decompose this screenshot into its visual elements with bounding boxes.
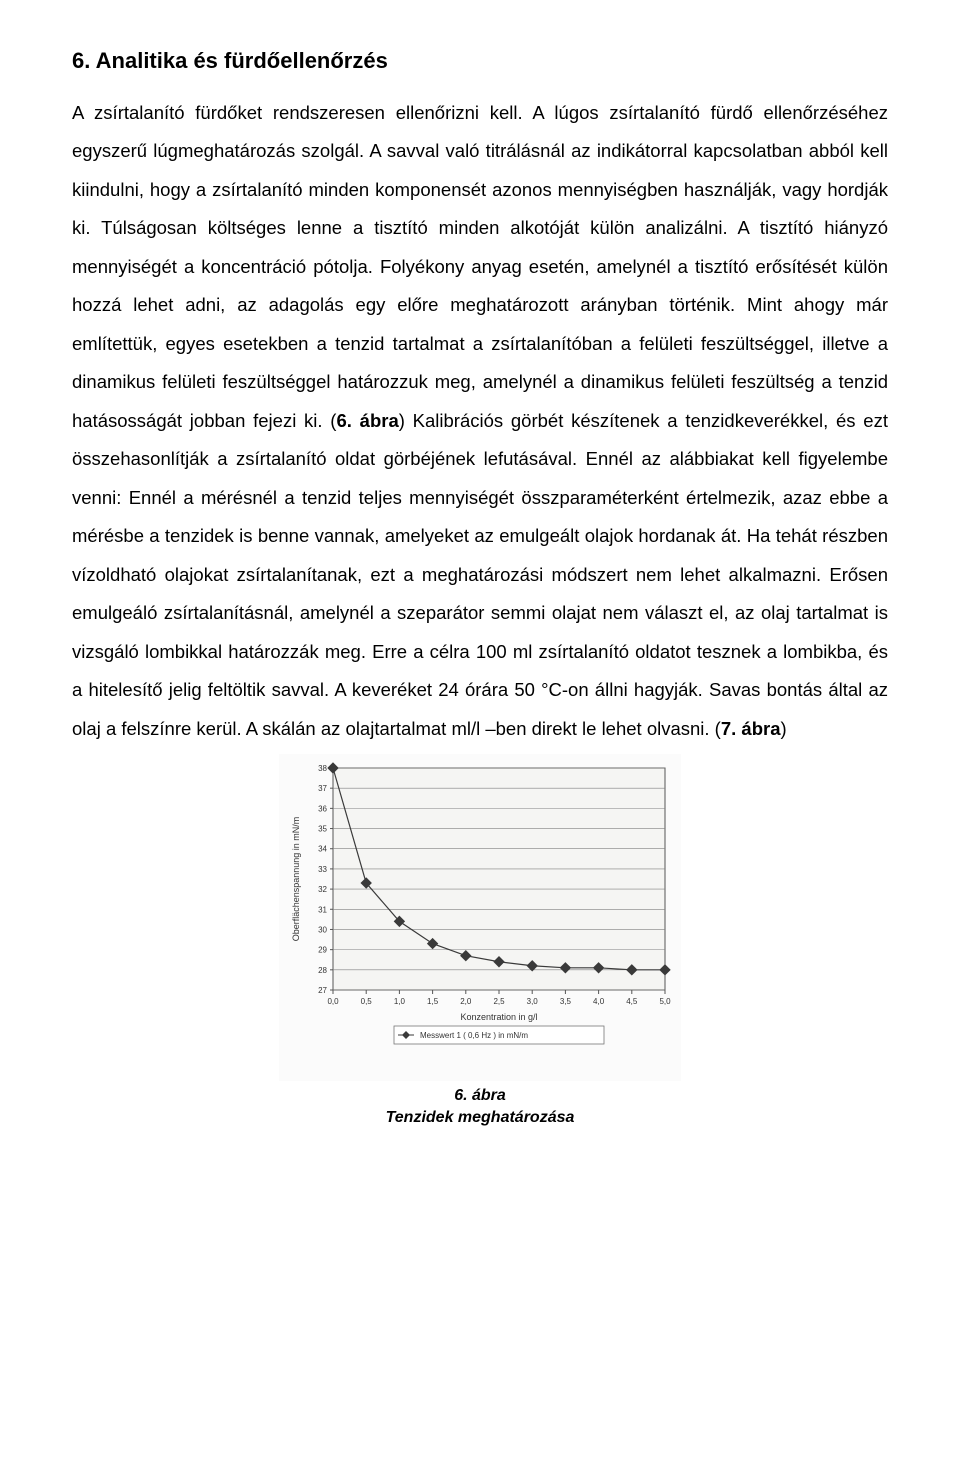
- svg-text:31: 31: [318, 905, 327, 914]
- svg-text:1,5: 1,5: [427, 997, 439, 1006]
- svg-text:28: 28: [318, 966, 327, 975]
- svg-text:3,5: 3,5: [560, 997, 572, 1006]
- svg-text:30: 30: [318, 925, 327, 934]
- svg-text:3,0: 3,0: [527, 997, 539, 1006]
- figure-wrap: 27 28 29 30 31 32 33 34 35 36 37 38 0,0 0,5 1,0 1,5 2,0 2…: [72, 754, 888, 1128]
- svg-text:5,0: 5,0: [659, 997, 671, 1006]
- svg-text:4,5: 4,5: [626, 997, 638, 1006]
- svg-text:35: 35: [318, 825, 327, 834]
- body-paragraph: A zsírtalanító fürdőket rendszeresen ell…: [72, 94, 888, 748]
- para-lead: A zsírtalanító fürdőket rendszeresen ell…: [72, 102, 888, 431]
- svg-text:34: 34: [318, 845, 327, 854]
- para-tail: ): [781, 718, 787, 739]
- figure-caption: 6. ábra Tenzidek meghatározása: [72, 1085, 888, 1128]
- fig6-ref: 6. ábra: [336, 410, 398, 431]
- caption-line1: 6. ábra: [454, 1087, 506, 1104]
- chart-figure: 27 28 29 30 31 32 33 34 35 36 37 38 0,0 0,5 1,0 1,5 2,0 2…: [279, 754, 681, 1081]
- svg-text:32: 32: [318, 885, 327, 894]
- fig7-ref: 7. ábra: [721, 718, 781, 739]
- svg-text:1,0: 1,0: [394, 997, 406, 1006]
- para-mid: ) Kalibrációs görbét készítenek a tenzid…: [72, 410, 888, 739]
- svg-text:38: 38: [318, 764, 327, 773]
- svg-text:37: 37: [318, 784, 327, 793]
- svg-text:33: 33: [318, 865, 327, 874]
- svg-text:27: 27: [318, 986, 327, 995]
- caption-line2: Tenzidek meghatározása: [386, 1109, 575, 1126]
- svg-text:36: 36: [318, 804, 327, 813]
- svg-text:Messwert 1 ( 0,6 Hz ) in mN/: Messwert 1 ( 0,6 Hz ) in mN/m: [420, 1031, 528, 1040]
- page: 6. Analitika és fürdőellenőrzés A zsírta…: [0, 0, 960, 1152]
- svg-text:0,0: 0,0: [327, 997, 339, 1006]
- section-heading: 6. Analitika és fürdőellenőrzés: [72, 48, 888, 74]
- svg-text:29: 29: [318, 946, 327, 955]
- svg-text:0,5: 0,5: [361, 997, 373, 1006]
- svg-text:2,0: 2,0: [460, 997, 472, 1006]
- svg-text:4,0: 4,0: [593, 997, 605, 1006]
- svg-text:2,5: 2,5: [493, 997, 505, 1006]
- svg-text:Konzentration in g/l: Konzentration in g/l: [460, 1012, 537, 1022]
- svg-text:Oberflächenspannung in mN/m: Oberflächenspannung in mN/m: [291, 817, 301, 942]
- line-chart: 27 28 29 30 31 32 33 34 35 36 37 38 0,0 0,5 1,0 1,5 2,0 2…: [285, 760, 675, 1070]
